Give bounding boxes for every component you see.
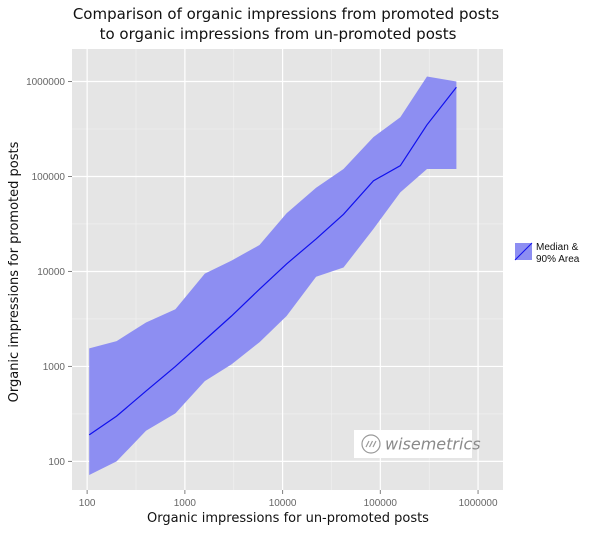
y-axis-label: Organic impressions for promoted posts	[7, 141, 22, 402]
x-tick-label: 100	[79, 498, 96, 509]
x-tick-label: 1000	[174, 498, 197, 509]
y-tick-label: 100000	[32, 172, 66, 183]
y-tick-label: 10000	[37, 267, 65, 278]
legend-label-line-1: Median &	[536, 242, 579, 253]
watermark-text: wisemetrics	[385, 435, 481, 454]
legend-key-line	[514, 242, 533, 261]
legend-label-line-2: 90% Area	[536, 254, 580, 265]
series-layer	[88, 76, 457, 475]
y-tick-label: 1000000	[26, 77, 65, 88]
x-axis-ticks: 100 1000 10000 100000 1000000	[79, 490, 498, 509]
area-band-90pct	[89, 76, 457, 475]
wisemetrics-logo-icon	[361, 434, 381, 454]
y-axis-ticks: 100 1000 10000 100000 1000000	[26, 77, 72, 468]
chart-title-line-1: Comparison of organic impressions from p…	[73, 5, 500, 23]
watermark: wisemetrics	[354, 430, 481, 458]
x-tick-label: 100000	[364, 498, 398, 509]
chart-title-line-2: to organic impressions from un-promoted …	[100, 25, 457, 43]
y-tick-label: 100	[48, 457, 65, 468]
x-tick-label: 10000	[269, 498, 297, 509]
median-line	[88, 86, 457, 436]
legend: Median & 90% Area	[514, 242, 580, 265]
x-axis-label: Organic impressions for un-promoted post…	[147, 511, 429, 526]
x-tick-label: 1000000	[459, 498, 498, 509]
y-tick-label: 1000	[43, 362, 66, 373]
watermark-background	[354, 430, 472, 458]
